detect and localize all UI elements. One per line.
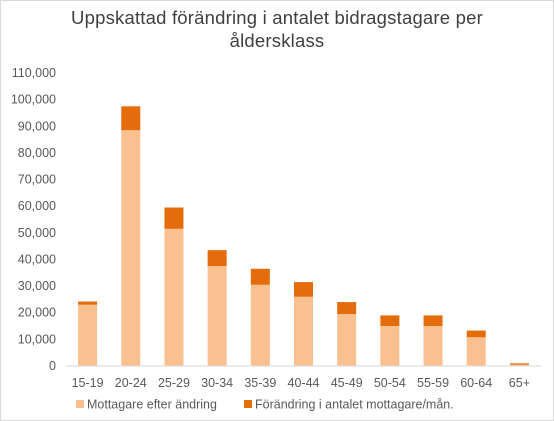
x-tick-label: 20-24 — [115, 376, 147, 390]
bar-forandring-mottagare — [294, 282, 313, 297]
y-tick-label: 30,000 — [18, 279, 56, 293]
bars — [78, 106, 529, 366]
bar-forandring-mottagare — [78, 301, 98, 305]
y-tick-label: 90,000 — [18, 119, 56, 133]
bar-mottagare-efter-andring — [509, 364, 529, 366]
x-axis-ticks: 15-19 20-24 25-29 30-34 35-39 40-44 45-49 50-54… — [72, 376, 530, 390]
y-tick-label: 20,000 — [18, 306, 56, 320]
bar-mottagare-efter-andring — [164, 228, 184, 366]
bar-forandring-mottagare — [207, 250, 227, 267]
x-tick-label: 65+ — [509, 376, 530, 390]
bar-forandring-mottagare — [509, 363, 529, 365]
bar-forandring-mottagare — [250, 268, 270, 285]
legend-label: Förändring i antalet mottagare/mån. — [255, 398, 454, 412]
bar-forandring-mottagare — [380, 315, 400, 327]
y-tick-label: 50,000 — [18, 226, 56, 240]
bar-forandring-mottagare — [423, 315, 443, 327]
y-tick-label: 70,000 — [18, 173, 56, 187]
bar-mottagare-efter-andring — [423, 326, 443, 366]
bar-forandring-mottagare — [337, 302, 357, 315]
y-tick-label: 60,000 — [18, 199, 56, 213]
chart-title-line-2: åldersklass — [229, 30, 325, 51]
bar-forandring-mottagare — [466, 330, 486, 338]
bar-mottagare-efter-andring — [207, 266, 227, 366]
x-tick-label: 35-39 — [244, 376, 276, 390]
y-tick-label: 80,000 — [18, 146, 56, 160]
x-tick-label: 55-59 — [417, 376, 449, 390]
bar-forandring-mottagare — [164, 207, 184, 229]
y-tick-label: 0 — [49, 359, 56, 373]
legend-label: Mottagare efter ändring — [87, 398, 217, 412]
x-tick-label: 45-49 — [331, 376, 363, 390]
bar-mottagare-efter-andring — [78, 304, 98, 366]
bar-forandring-mottagare — [121, 106, 141, 131]
legend-swatch — [76, 400, 84, 408]
bar-mottagare-efter-andring — [294, 296, 313, 366]
x-tick-label: 40-44 — [288, 376, 320, 390]
y-axis-ticks: 0 10,000 20,000 30,000 40,000 50,000 60,000 70,… — [11, 66, 56, 373]
bar-mottagare-efter-andring — [466, 337, 486, 366]
x-tick-label: 50-54 — [374, 376, 406, 390]
x-tick-label: 60-64 — [460, 376, 492, 390]
x-tick-label: 15-19 — [72, 376, 104, 390]
y-tick-label: 100,000 — [11, 93, 56, 107]
bar-mottagare-efter-andring — [380, 326, 400, 366]
legend-swatch — [244, 400, 252, 408]
y-tick-label: 10,000 — [18, 332, 56, 346]
chart-title-line-1: Uppskattad förändring i antalet bidragst… — [71, 7, 483, 28]
y-tick-label: 110,000 — [12, 66, 56, 80]
bar-mottagare-efter-andring — [337, 314, 357, 366]
x-tick-label: 25-29 — [158, 376, 190, 390]
chart-title: Uppskattad förändring i antalet bidragst… — [0, 6, 554, 52]
bar-mottagare-efter-andring — [250, 284, 270, 366]
x-tick-label: 30-34 — [201, 376, 233, 390]
y-tick-label: 40,000 — [18, 252, 56, 266]
bar-mottagare-efter-andring — [121, 130, 141, 366]
legend: Mottagare efter ändring Förändring i anta… — [76, 398, 454, 412]
